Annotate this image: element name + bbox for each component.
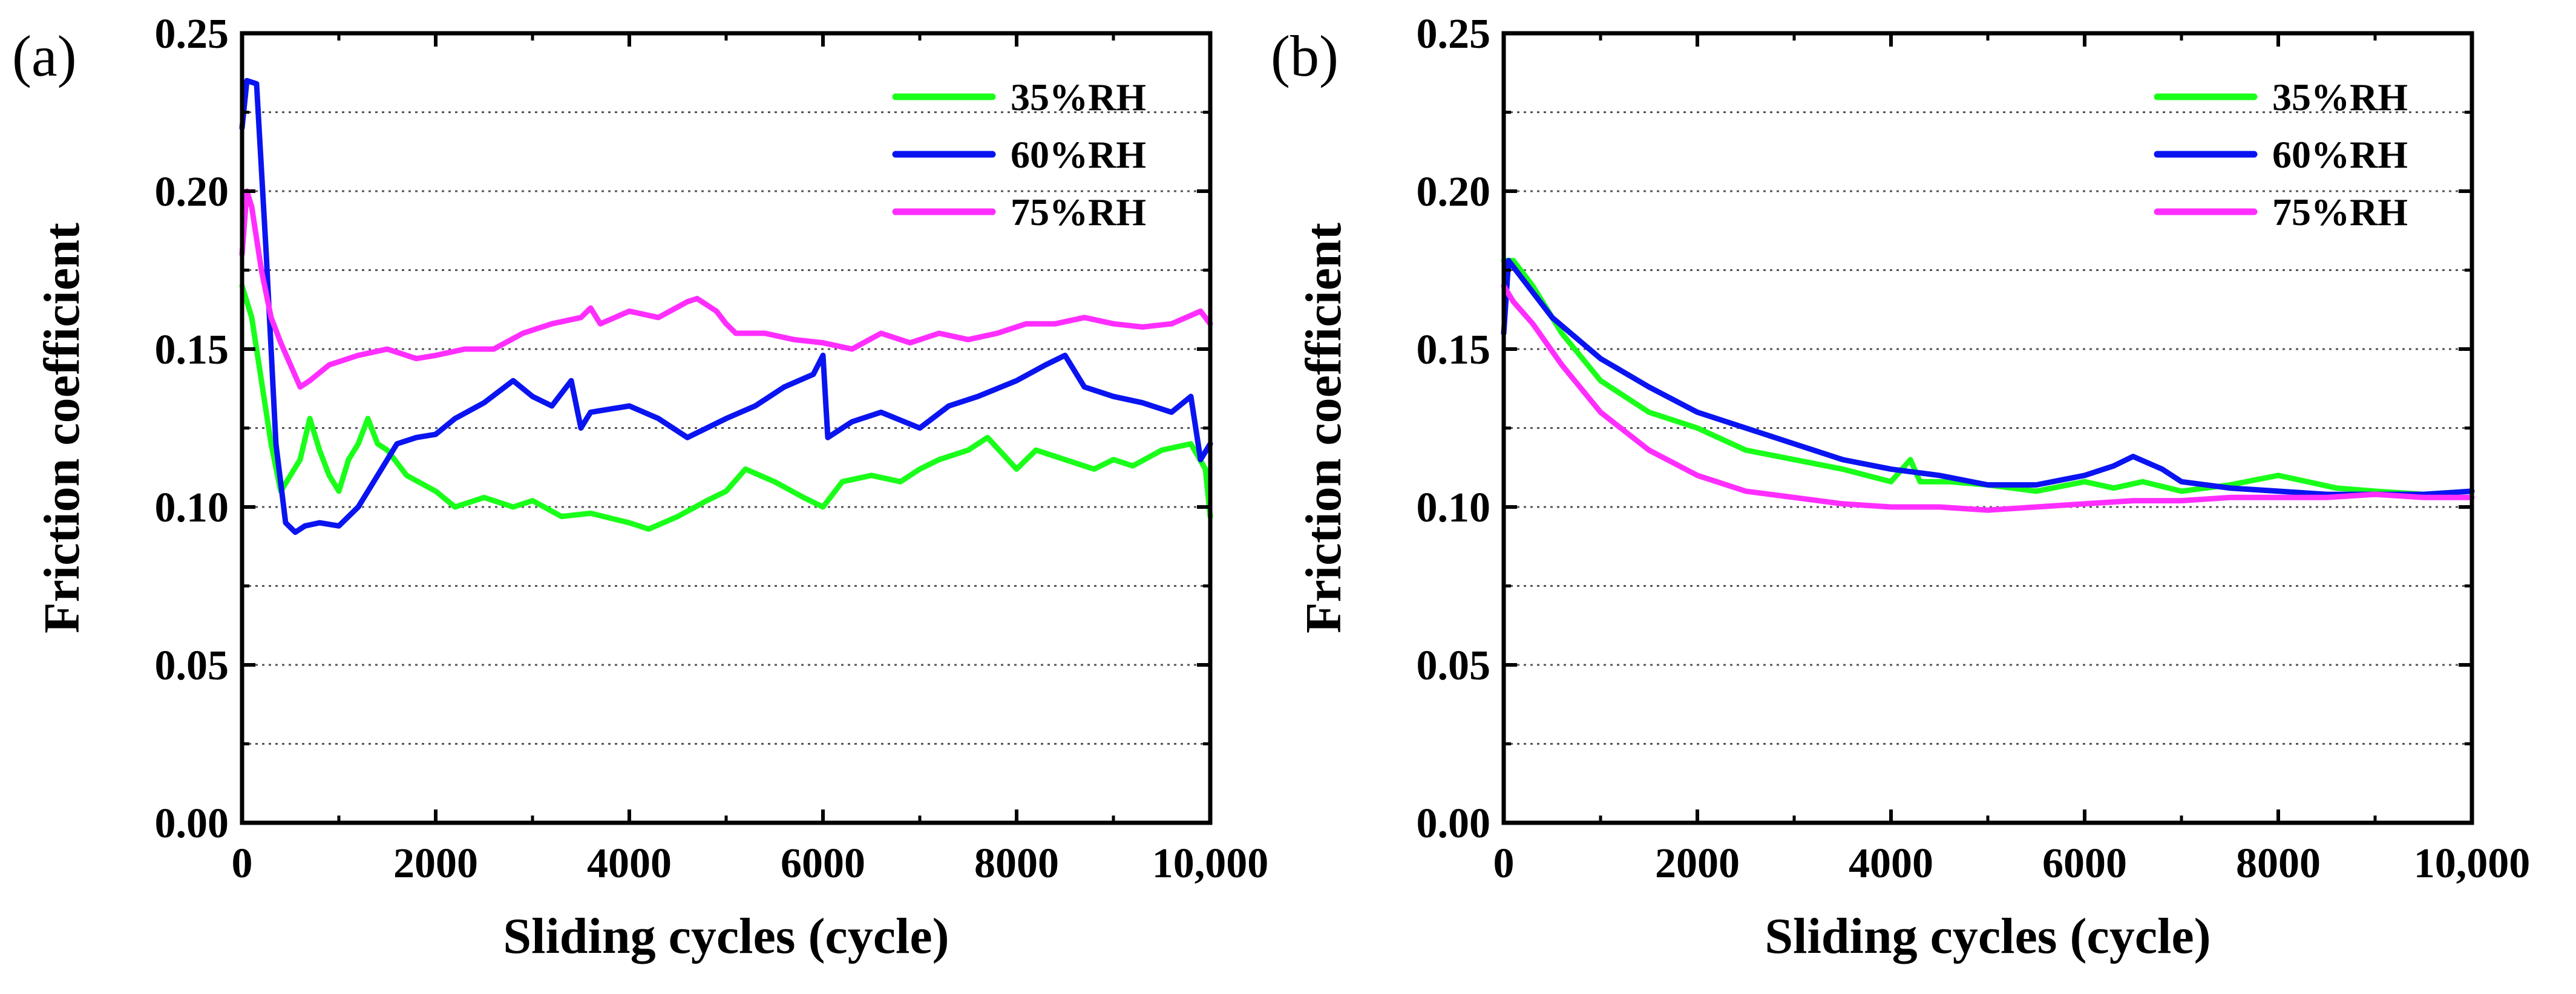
x-tick-label: 4000	[587, 840, 672, 887]
series-line-60pctrh	[239, 77, 1213, 535]
legend-label: 60%RH	[1011, 133, 1146, 176]
x-tick-label: 6000	[2042, 840, 2127, 887]
y-tick-label: 0.00	[1417, 800, 1491, 847]
series-line-35pctrh	[239, 283, 1213, 532]
x-tick-label: 8000	[2236, 840, 2321, 887]
y-tick-label: 0.25	[155, 11, 229, 57]
legend-label: 35%RH	[1011, 76, 1146, 119]
x-tick-label: 6000	[781, 840, 865, 887]
x-tick-label: 8000	[974, 840, 1059, 887]
x-tick-label: 2000	[393, 840, 478, 887]
x-tick-label: 10,000	[1152, 840, 1269, 887]
panel-label: (a)	[12, 24, 77, 88]
legend-label: 60%RH	[2272, 133, 2408, 176]
y-tick-label: 0.15	[155, 327, 229, 373]
y-tick-label: 0.10	[155, 485, 229, 531]
x-axis-title: Sliding cycles (cycle)	[503, 908, 949, 964]
y-axis-title: Friction coefficient	[34, 223, 90, 633]
y-tick-label: 0.15	[1417, 327, 1491, 373]
series-line-35pctrh	[1501, 258, 2475, 497]
y-tick-label: 0.20	[155, 169, 229, 215]
series-line-75pctrh	[1501, 283, 2475, 513]
legend-label: 35%RH	[2272, 76, 2408, 119]
y-tick-label: 0.10	[1417, 485, 1491, 531]
legend-label: 75%RH	[2272, 191, 2408, 234]
series-line-75pctrh	[239, 188, 1213, 390]
y-tick-label: 0.05	[155, 643, 229, 689]
panel-label: (b)	[1271, 24, 1339, 88]
y-tick-label: 0.20	[1417, 169, 1491, 215]
y-tick-label: 0.25	[1417, 11, 1491, 57]
y-tick-label: 0.05	[1417, 643, 1491, 689]
y-axis-title: Friction coefficient	[1296, 223, 1352, 633]
legend-label: 75%RH	[1011, 191, 1146, 234]
panel-a: 0.00 0.05 0.10 0.15 0.20 0.25 0 2000 4000 6000 800…	[12, 11, 1268, 964]
series-line-60pctrh	[1501, 258, 2475, 497]
panel-b: 0.00 0.05 0.10 0.15 0.20 0.25 0 2000 4000 6000 800…	[1271, 11, 2530, 964]
x-axis-title: Sliding cycles (cycle)	[1765, 908, 2211, 964]
x-tick-label: 2000	[1655, 840, 1740, 887]
x-tick-label: 4000	[1849, 840, 1933, 887]
x-tick-label: 0	[1493, 840, 1515, 887]
x-tick-label: 10,000	[2414, 840, 2531, 887]
y-tick-label: 0.00	[155, 800, 229, 847]
x-tick-label: 0	[232, 840, 253, 887]
